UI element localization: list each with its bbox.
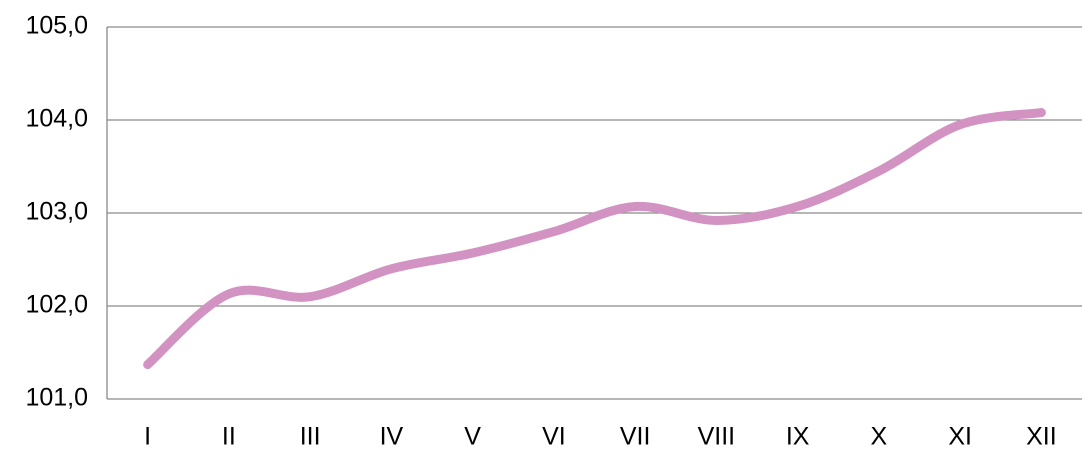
x-tick-label: XII bbox=[1026, 423, 1057, 451]
x-tick-label: IX bbox=[786, 423, 810, 451]
y-tick-label: 103,0 bbox=[25, 198, 88, 226]
x-tick-label: I bbox=[144, 423, 151, 451]
x-tick-label: VI bbox=[542, 423, 566, 451]
x-tick-label: III bbox=[300, 423, 321, 451]
x-tick-label: X bbox=[871, 423, 888, 451]
y-tick-label: 105,0 bbox=[25, 12, 88, 40]
x-tick-label: II bbox=[222, 423, 236, 451]
x-tick-label: V bbox=[464, 423, 481, 451]
x-tick-label: VII bbox=[620, 423, 651, 451]
data-line bbox=[143, 108, 1046, 370]
y-tick-label: 102,0 bbox=[25, 291, 88, 319]
y-tick-label: 101,0 bbox=[25, 384, 88, 412]
y-tick-label: 104,0 bbox=[25, 105, 88, 133]
x-tick-label: IV bbox=[380, 423, 404, 451]
x-tick-label: XI bbox=[948, 423, 972, 451]
x-tick-label: VIII bbox=[698, 423, 736, 451]
